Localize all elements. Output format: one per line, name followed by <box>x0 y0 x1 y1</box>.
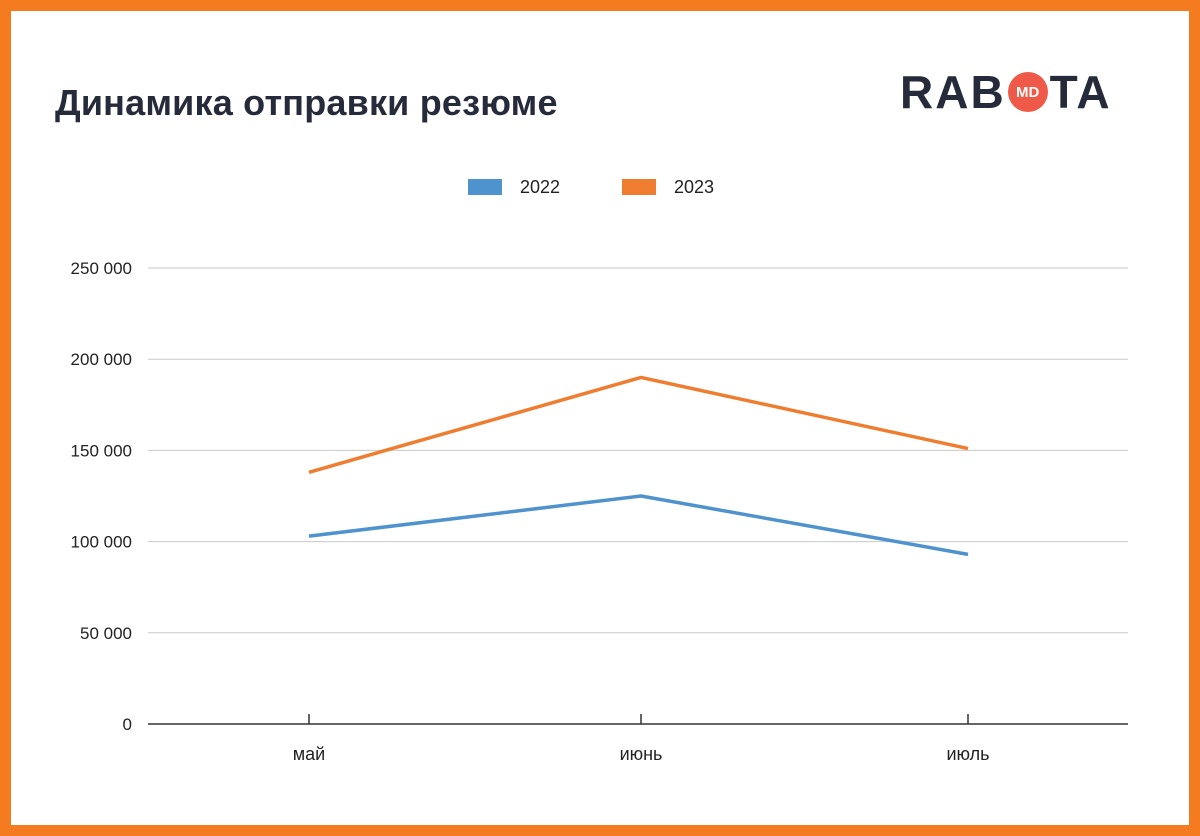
y-axis-ticks: 0 50 000 100 000 150 000 200 000 250 000 <box>71 259 132 734</box>
series-line-2023 <box>308 375 969 474</box>
grid-lines <box>148 267 1128 725</box>
legend: 2022 2023 <box>468 177 714 197</box>
logo-badge: MD <box>1007 72 1048 112</box>
y-tick-label: 250 000 <box>71 259 132 278</box>
chart-title: Динамика отправки резюме <box>55 82 558 123</box>
logo-text-right: TA <box>1049 66 1112 118</box>
y-tick-label: 0 <box>123 715 132 734</box>
rabota-md-logo: RAB MD TA <box>900 64 1112 120</box>
y-tick-label: 150 000 <box>71 441 132 460</box>
logo-text-left: RAB <box>900 66 1006 118</box>
chart-card <box>11 11 1189 825</box>
y-tick-label: 50 000 <box>80 624 132 643</box>
legend-swatch-2023 <box>622 179 656 195</box>
y-tick-label: 200 000 <box>71 350 132 369</box>
x-tick-label: июль <box>946 744 989 764</box>
legend-swatch-2022 <box>468 179 502 195</box>
x-tick-label: июнь <box>620 744 663 764</box>
series-line-2022 <box>308 494 969 557</box>
legend-label-2022: 2022 <box>520 177 560 197</box>
y-tick-label: 100 000 <box>71 533 132 552</box>
legend-label-2023: 2023 <box>674 177 714 197</box>
x-tick-label: май <box>293 744 325 764</box>
series-lines <box>308 375 969 557</box>
x-axis: май июнь июль <box>293 714 990 764</box>
